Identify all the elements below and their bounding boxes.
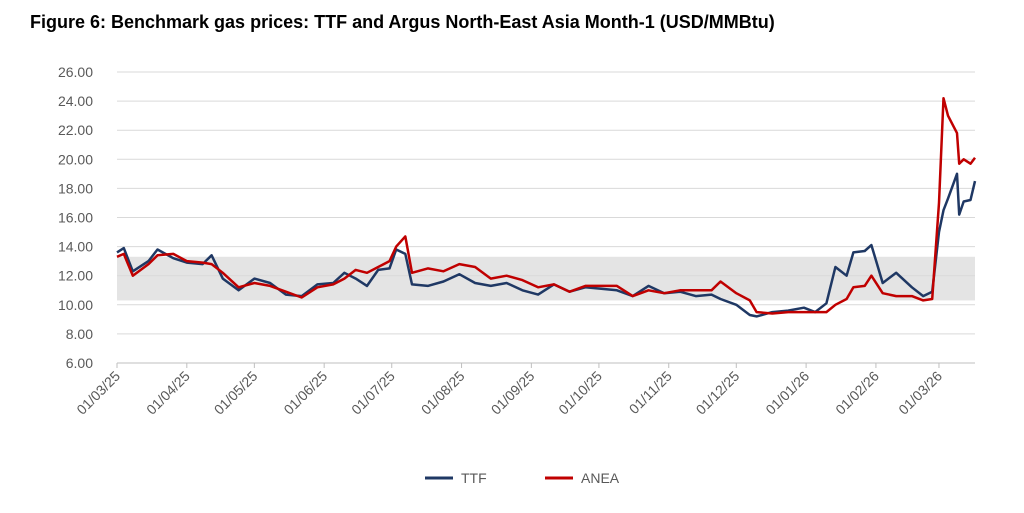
x-tick-label: 01/04/25 [143,368,193,418]
y-tick-label: 14.00 [58,239,93,255]
y-tick-label: 26.00 [58,64,93,80]
x-tick-label: 01/06/25 [280,368,330,418]
y-tick-label: 6.00 [66,355,93,371]
y-tick-label: 10.00 [58,297,93,313]
y-tick-label: 12.00 [58,268,93,284]
legend-label: TTF [461,470,487,486]
x-tick-label: 01/08/25 [418,368,468,418]
x-tick-label: 01/07/25 [348,368,398,418]
x-tick-label: 01/05/25 [211,368,261,418]
x-tick-label: 01/12/25 [693,368,743,418]
x-tick-label: 01/03/25 [73,368,123,418]
y-tick-label: 16.00 [58,210,93,226]
x-tick-label: 01/02/26 [832,368,882,418]
x-tick-label: 01/09/25 [488,368,538,418]
x-tick-label: 01/03/26 [895,368,945,418]
line-series [116,172,977,318]
x-tick-label: 01/11/25 [626,368,675,417]
shaded-range [117,256,975,301]
line-series [116,96,976,315]
y-tick-label: 8.00 [66,326,93,342]
legend-label: ANEA [581,470,620,486]
y-tick-label: 24.00 [58,93,93,109]
y-tick-label: 22.00 [58,122,93,138]
x-tick-label: 01/01/26 [762,368,812,418]
y-tick-label: 18.00 [58,180,93,196]
chart-title: Figure 6: Benchmark gas prices: TTF and … [30,12,775,32]
y-tick-label: 20.00 [58,151,93,167]
x-tick-label: 01/10/25 [555,368,605,418]
